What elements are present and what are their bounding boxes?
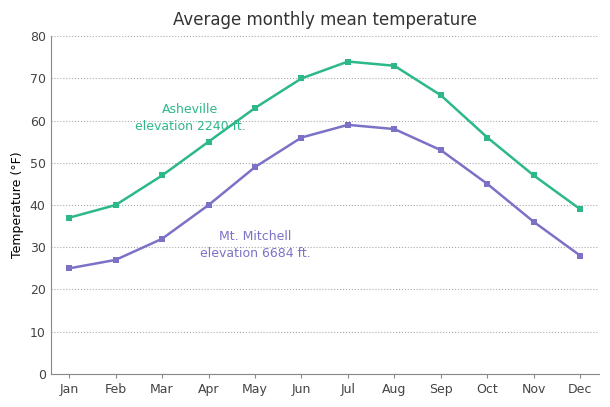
Text: Asheville
elevation 2240 ft.: Asheville elevation 2240 ft.: [135, 103, 245, 133]
Text: Mt. Mitchell
elevation 6684 ft.: Mt. Mitchell elevation 6684 ft.: [199, 230, 310, 260]
Title: Average monthly mean temperature: Average monthly mean temperature: [173, 11, 476, 29]
Y-axis label: Temperature (°F): Temperature (°F): [11, 152, 24, 258]
